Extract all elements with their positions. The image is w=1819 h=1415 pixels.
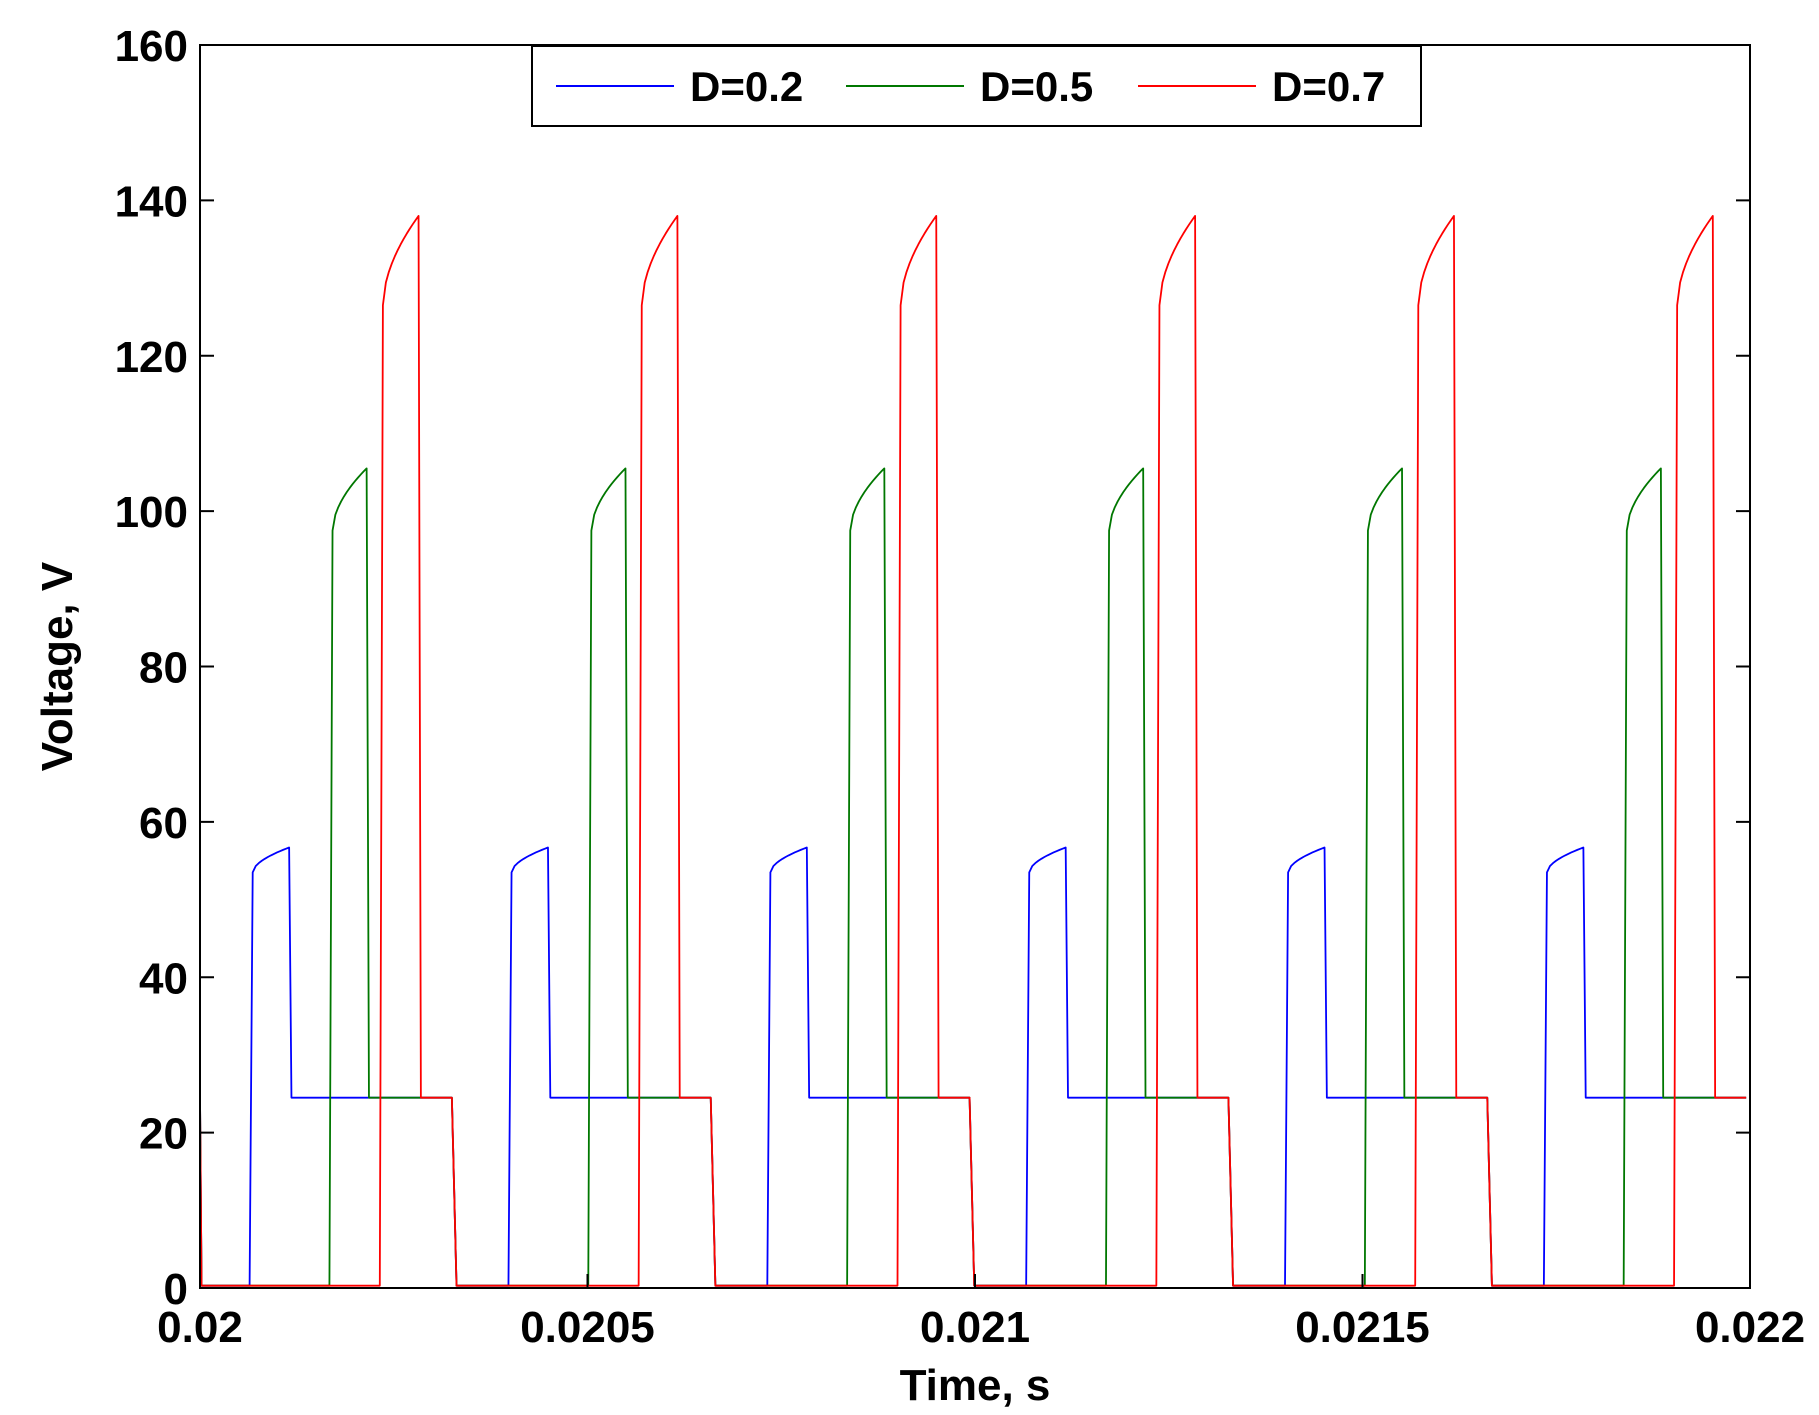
axis-ticks [199,44,1751,1289]
x-tick-label: 0.022 [1695,1303,1805,1352]
y-tick-label: 140 [115,177,188,226]
x-tick-label: 0.0215 [1295,1303,1430,1352]
y-tick-label: 100 [115,488,188,537]
x-tick-label: 0.0205 [520,1303,655,1352]
x-tick-label: 0.02 [157,1303,243,1352]
y-axis-title: Voltage, V [33,561,82,771]
y-tick-label: 0 [164,1265,188,1314]
y-tick-label: 40 [139,954,188,1003]
y-tick-label: 20 [139,1110,188,1159]
y-tick-label: 160 [115,22,188,71]
legend: D=0.2 D=0.5 D=0.7 [531,45,1422,127]
axis-tick-labels: 0.02 0.0205 0.021 0.0215 0.022 0 20 40 60 80 100 12… [115,22,1805,1352]
y-tick-label: 60 [139,799,188,848]
legend-label: D=0.7 [1272,63,1385,110]
y-tick-label: 120 [115,333,188,382]
legend-label: D=0.2 [690,63,803,110]
y-tick-label: 80 [139,644,188,693]
series-line-d-0-7 [199,215,1747,1287]
x-axis-title: Time, s [900,1361,1051,1410]
legend-label: D=0.5 [980,63,1093,110]
legend-box [531,45,1422,127]
plot-lines [199,215,1747,1287]
x-tick-label: 0.021 [920,1303,1030,1352]
